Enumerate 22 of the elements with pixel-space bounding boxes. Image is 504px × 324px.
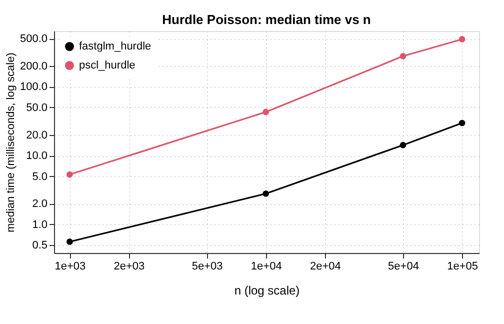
x-tick-label: 2e+04 <box>310 260 341 272</box>
y-tick-label: 5.0 <box>32 170 48 183</box>
y-tick-label: 10.0 <box>26 150 48 162</box>
legend-label: pscl_hurdle <box>79 60 136 72</box>
y-tick-label: 200.0 <box>20 60 48 73</box>
y-tick-label: 50.0 <box>26 102 48 114</box>
y-axis-title: median time (milliseconds, log scale) <box>4 52 17 232</box>
y-tick-label: 500.0 <box>20 33 48 46</box>
y-tick-label: 100.0 <box>20 81 48 94</box>
chart-title: Hurdle Poisson: median time vs n <box>162 12 371 27</box>
y-tick-label: 20.0 <box>26 129 48 142</box>
legend-label: fastglm_hurdle <box>79 40 152 52</box>
x-tick-label: 1e+05 <box>447 260 478 272</box>
y-tick-label: 1.0 <box>32 218 48 231</box>
x-tick-label: 5e+04 <box>388 260 419 272</box>
x-tick-label: 5e+03 <box>192 260 223 272</box>
x-axis-title: n (log scale) <box>234 284 300 298</box>
y-tick-label: 2.0 <box>32 198 48 210</box>
y-tick-label: 0.5 <box>32 240 48 252</box>
x-tick-label: 2e+03 <box>114 260 145 272</box>
x-tick-label: 1e+04 <box>250 260 282 272</box>
x-tick-label: 1e+03 <box>54 260 86 272</box>
